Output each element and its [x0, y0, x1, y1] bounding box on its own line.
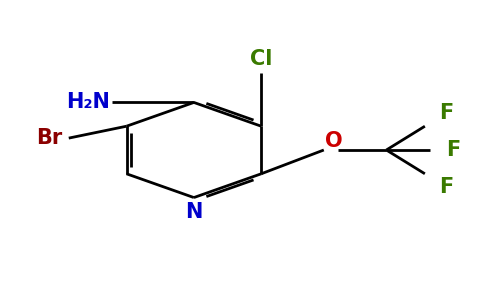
Text: H₂N: H₂N [66, 92, 110, 112]
Text: O: O [325, 131, 342, 151]
Text: Br: Br [36, 128, 62, 148]
Text: Cl: Cl [250, 49, 272, 69]
Text: F: F [447, 140, 461, 160]
Text: F: F [439, 177, 454, 197]
Text: N: N [185, 202, 203, 222]
Text: F: F [439, 103, 454, 123]
